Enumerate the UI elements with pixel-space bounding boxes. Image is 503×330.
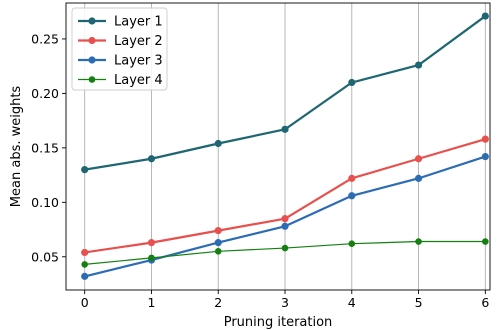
legend-marker <box>88 36 96 45</box>
data-point <box>281 125 289 133</box>
data-point <box>414 61 423 69</box>
series-lines <box>81 12 489 280</box>
plot-frame <box>65 2 491 291</box>
legend-entry-1: Layer 1 <box>78 15 163 30</box>
data-point <box>281 215 289 223</box>
data-point <box>81 166 89 174</box>
legend-label: Layer 3 <box>114 54 163 69</box>
legend-entry-2: Layer 2 <box>78 34 163 49</box>
data-point <box>81 272 89 280</box>
x-tick-label: 6 <box>481 295 489 310</box>
data-point <box>415 238 422 245</box>
x-tick-label: 3 <box>281 295 289 310</box>
data-point <box>214 239 222 247</box>
data-point <box>414 174 423 182</box>
series-1 <box>81 12 489 174</box>
legend-label: Layer 2 <box>114 34 163 49</box>
y-tick-label: 0.05 <box>31 249 59 264</box>
data-point <box>481 12 489 20</box>
data-point <box>348 78 356 87</box>
legend-label: Layer 1 <box>114 15 163 30</box>
legend: Layer 1 Layer 2 Layer 3 Layer 4 <box>71 7 168 91</box>
data-point <box>482 238 489 245</box>
y-axis-title: Mean abs. weights <box>9 86 24 208</box>
y-tick-label: 0.10 <box>31 195 59 210</box>
tick-labels: 0 1 2 3 4 5 6 0.05 0.10 0.15 0.20 0.25 <box>31 31 489 310</box>
legend-marker <box>88 17 96 25</box>
x-tick-label: 1 <box>147 295 155 310</box>
data-point <box>81 261 88 268</box>
data-point <box>481 152 489 161</box>
data-point <box>147 239 156 247</box>
data-point <box>281 244 289 252</box>
data-point <box>348 192 356 200</box>
y-tick-label: 0.20 <box>31 86 59 101</box>
data-point <box>214 139 222 148</box>
x-tick-label: 5 <box>415 295 423 310</box>
data-point <box>214 248 222 255</box>
data-point <box>81 248 89 257</box>
x-tick-label: 4 <box>348 295 356 310</box>
data-point <box>147 155 156 163</box>
y-tick-label: 0.25 <box>31 31 59 46</box>
x-tick-label: 2 <box>214 295 222 310</box>
legend-marker <box>88 56 96 64</box>
legend-entry-3: Layer 3 <box>78 54 163 69</box>
legend-label: Layer 4 <box>114 73 163 88</box>
data-point <box>348 240 356 248</box>
series-2 <box>81 135 489 257</box>
data-point <box>214 227 222 235</box>
legend-marker <box>88 76 96 83</box>
legend-box <box>71 7 168 91</box>
data-point <box>348 174 356 182</box>
x-axis-title: Pruning iteration <box>224 315 333 330</box>
x-tick-label: 0 <box>81 295 89 310</box>
axes <box>62 2 491 294</box>
y-tick-label: 0.15 <box>31 140 59 155</box>
series-4 <box>81 238 489 268</box>
data-point <box>148 254 155 262</box>
legend-entry-4: Layer 4 <box>78 73 163 88</box>
data-point <box>281 222 289 230</box>
data-point <box>481 135 489 143</box>
data-point <box>414 155 423 163</box>
